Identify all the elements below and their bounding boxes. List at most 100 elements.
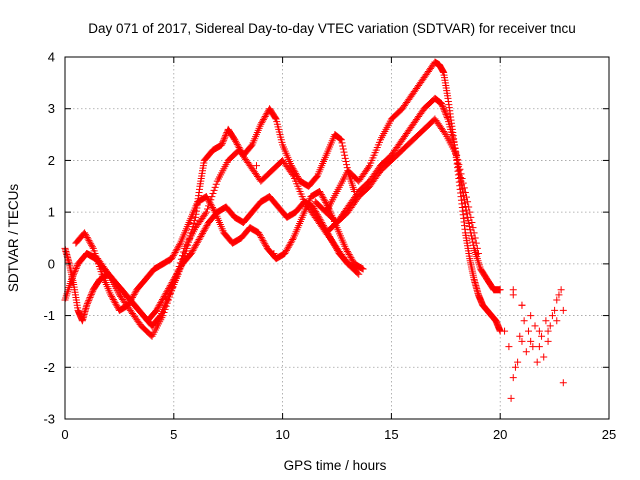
- data-point: [174, 244, 182, 252]
- data-point: [441, 107, 449, 115]
- data-point: [255, 229, 263, 237]
- data-point: [283, 246, 291, 254]
- data-point: [440, 106, 448, 114]
- data-point: [284, 243, 292, 251]
- data-point: [110, 297, 118, 305]
- data-point: [165, 293, 173, 301]
- data-point: [167, 290, 175, 298]
- data-point: [441, 109, 449, 117]
- y-tick-label: 3: [48, 101, 55, 116]
- data-point: [87, 240, 95, 248]
- data-point: [128, 293, 136, 301]
- data-point: [231, 136, 239, 144]
- data-point: [173, 245, 181, 253]
- data-point: [559, 379, 567, 387]
- data-point: [168, 253, 176, 261]
- data-point: [316, 187, 324, 195]
- data-point: [219, 138, 227, 146]
- data-point: [168, 255, 176, 263]
- data-point: [317, 191, 325, 199]
- y-tick-label: 4: [48, 50, 55, 65]
- data-point: [322, 198, 330, 206]
- data-point: [130, 290, 138, 298]
- data-point: [103, 269, 111, 277]
- data-point: [533, 358, 541, 366]
- y-tick-label: -3: [43, 412, 55, 427]
- data-point: [345, 251, 353, 259]
- data-point: [320, 195, 328, 203]
- data-point: [192, 242, 200, 250]
- data-point: [247, 142, 255, 150]
- data-point: [73, 263, 81, 271]
- data-point: [518, 337, 526, 345]
- data-point: [349, 257, 357, 265]
- data-point: [202, 208, 210, 216]
- data-point: [220, 135, 228, 143]
- data-point: [129, 292, 137, 300]
- data-point: [538, 332, 546, 340]
- data-point: [173, 270, 181, 278]
- data-point: [261, 112, 269, 120]
- data-point: [287, 239, 295, 247]
- data-point: [339, 142, 347, 150]
- data-point: [285, 242, 293, 250]
- data-point: [281, 250, 289, 258]
- data-point: [347, 254, 355, 262]
- data-point: [157, 299, 165, 307]
- data-point: [468, 218, 476, 226]
- data-point: [438, 101, 446, 109]
- data-point: [439, 104, 447, 112]
- data-point: [187, 250, 195, 258]
- data-point: [271, 114, 279, 122]
- data-point: [109, 296, 117, 304]
- data-point: [316, 189, 324, 197]
- data-point: [252, 162, 260, 170]
- data-point: [86, 238, 94, 246]
- data-point: [159, 294, 167, 302]
- data-point: [68, 275, 76, 283]
- data-point: [527, 337, 535, 345]
- data-point: [456, 165, 464, 173]
- data-point: [263, 109, 271, 117]
- data-point: [339, 145, 347, 153]
- data-point: [282, 248, 290, 256]
- data-point: [188, 248, 196, 256]
- data-point: [107, 291, 115, 299]
- data-point: [169, 252, 177, 260]
- data-point: [260, 238, 268, 246]
- data-point: [319, 194, 327, 202]
- data-point: [437, 100, 445, 108]
- data-point: [470, 229, 478, 237]
- data-point: [365, 163, 373, 171]
- data-point: [195, 236, 203, 244]
- data-point: [514, 358, 522, 366]
- data-point: [158, 297, 166, 305]
- data-point: [71, 268, 79, 276]
- series-markers: [311, 115, 482, 258]
- data-point: [531, 322, 539, 330]
- data-point: [204, 205, 212, 213]
- data-point: [199, 228, 207, 236]
- data-point: [179, 252, 187, 260]
- data-point: [346, 252, 354, 260]
- x-tick-label: 0: [61, 427, 68, 442]
- data-point: [464, 198, 472, 206]
- data-point: [171, 277, 179, 285]
- data-point: [338, 139, 346, 147]
- data-point: [174, 266, 182, 274]
- data-point: [343, 161, 351, 169]
- data-point: [232, 137, 240, 145]
- data-point: [194, 237, 202, 245]
- data-point: [256, 230, 264, 238]
- data-point: [262, 111, 270, 119]
- data-point: [233, 140, 241, 148]
- data-point: [211, 183, 219, 191]
- data-point: [257, 233, 265, 241]
- data-point: [108, 294, 116, 302]
- y-axis-label: SDTVAR / TECUs: [6, 184, 21, 293]
- data-point: [559, 306, 567, 314]
- data-point: [176, 259, 184, 267]
- data-point: [69, 272, 77, 280]
- data-point: [200, 226, 208, 234]
- data-point: [527, 312, 535, 320]
